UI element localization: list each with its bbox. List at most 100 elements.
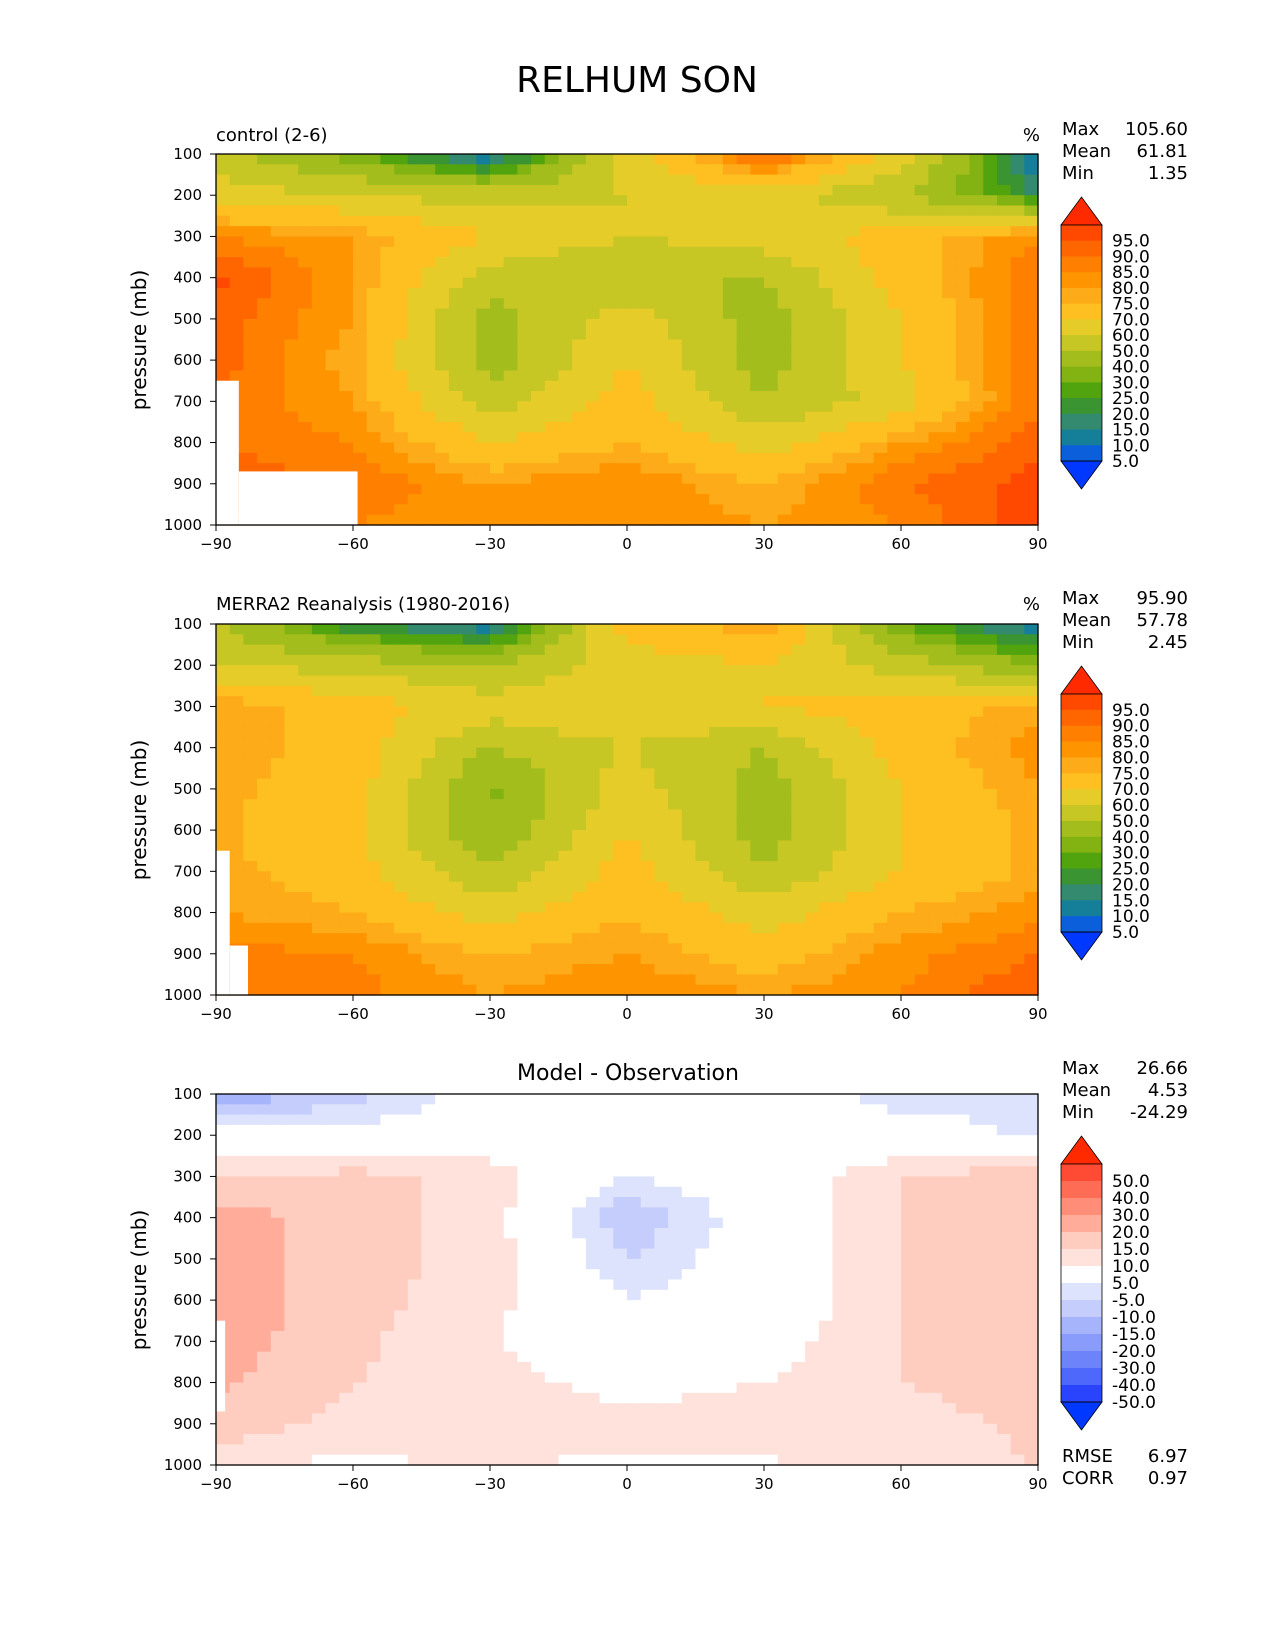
- heatmap-cell: [914, 984, 929, 996]
- heatmap-cell: [216, 778, 231, 790]
- heatmap-cell: [435, 675, 450, 687]
- heatmap-cell: [859, 953, 875, 965]
- heatmap-cell: [435, 624, 450, 635]
- heatmap-cell: [627, 984, 642, 996]
- heatmap-cell: [531, 912, 546, 924]
- heatmap-cell: [736, 984, 751, 996]
- heatmap-cell: [859, 1114, 875, 1126]
- heatmap-cell: [887, 696, 902, 708]
- heatmap-cell: [311, 308, 327, 320]
- heatmap-cell: [859, 246, 875, 258]
- heatmap-cell: [750, 912, 765, 924]
- heatmap-cell: [832, 871, 847, 883]
- heatmap-cell: [448, 215, 464, 227]
- heatmap-cell: [1010, 195, 1025, 207]
- heatmap-cell: [339, 984, 354, 996]
- heatmap-cell: [818, 624, 834, 635]
- heatmap-cell: [750, 778, 765, 790]
- heatmap-cell: [448, 483, 464, 495]
- heatmap-cell: [380, 830, 395, 842]
- heatmap-cell: [339, 236, 354, 248]
- heatmap-cell: [668, 1124, 683, 1136]
- heatmap-cell: [983, 226, 998, 238]
- heatmap-cell: [462, 654, 477, 666]
- heatmap-cell: [996, 442, 1012, 454]
- heatmap-cell: [284, 716, 299, 728]
- heatmap-cell: [873, 1166, 888, 1178]
- heatmap-cell: [503, 654, 518, 666]
- heatmap-cell: [435, 819, 450, 831]
- heatmap-cell: [407, 1114, 423, 1126]
- heatmap-cell: [462, 287, 477, 299]
- heatmap-cell: [736, 1094, 751, 1105]
- heatmap-cell: [928, 246, 943, 258]
- heatmap-cell: [558, 1094, 573, 1105]
- heatmap-cell: [736, 421, 751, 433]
- heatmap-cell: [585, 922, 601, 934]
- heatmap-cell: [654, 1145, 669, 1157]
- heatmap-cell: [311, 1104, 327, 1116]
- heatmap-cell: [380, 768, 395, 780]
- heatmap-cell: [558, 891, 573, 903]
- heatmap-cell: [764, 329, 779, 341]
- heatmap-cell: [298, 871, 313, 883]
- heatmap-cell: [1010, 267, 1025, 279]
- heatmap-cell: [407, 933, 423, 945]
- heatmap-cell: [544, 984, 560, 996]
- heatmap-cell: [996, 727, 1012, 738]
- heatmap-cell: [627, 757, 642, 769]
- heatmap-cell: [668, 850, 683, 862]
- x-tick-label: −30: [474, 535, 506, 553]
- heatmap-cell: [777, 1124, 792, 1136]
- heatmap-cell: [1010, 1124, 1025, 1136]
- heatmap-cell: [1010, 675, 1025, 687]
- heatmap-cell: [421, 665, 436, 677]
- heatmap-cell: [216, 654, 231, 666]
- heatmap-cell: [257, 933, 272, 945]
- heatmap-cell: [996, 226, 1012, 238]
- heatmap-cell: [805, 778, 820, 790]
- heatmap-cell: [380, 380, 395, 392]
- heatmap-cell: [339, 757, 354, 769]
- heatmap-cell: [1010, 757, 1025, 769]
- heatmap-cell: [681, 421, 697, 433]
- heatmap-cell: [832, 964, 847, 975]
- heatmap-cell: [928, 891, 943, 903]
- heatmap-cell: [846, 747, 861, 759]
- heatmap-cell: [818, 881, 834, 893]
- heatmap-cell: [531, 380, 546, 392]
- heatmap-cell: [654, 391, 669, 402]
- heatmap-cell: [257, 830, 272, 842]
- heatmap-cell: [668, 902, 683, 914]
- heatmap-cell: [709, 421, 724, 433]
- heatmap-cell: [531, 830, 546, 842]
- heatmap-cell: [722, 706, 738, 718]
- heatmap-cell: [627, 624, 642, 635]
- heatmap-cell: [216, 308, 231, 320]
- heatmap-cell: [243, 809, 258, 821]
- heatmap-cell: [681, 205, 697, 217]
- heatmap-cell: [983, 696, 998, 708]
- heatmap-cell: [901, 432, 916, 444]
- heatmap-cell: [380, 246, 395, 258]
- heatmap-cell: [901, 360, 916, 372]
- heatmap-cell: [832, 1155, 847, 1167]
- heatmap-cell: [914, 184, 929, 196]
- heatmap-cell: [818, 514, 834, 526]
- heatmap-cell: [887, 257, 902, 268]
- heatmap-cell: [996, 778, 1012, 790]
- heatmap-cell: [928, 964, 943, 975]
- heatmap-cell: [914, 850, 929, 862]
- heatmap-cell: [572, 1135, 587, 1147]
- heatmap-cell: [448, 953, 464, 965]
- heatmap-cell: [1024, 287, 1039, 299]
- heatmap-cell: [640, 912, 655, 924]
- heatmap-cell: [805, 452, 820, 464]
- heatmap-cell: [585, 287, 601, 299]
- heatmap-cell: [448, 696, 464, 708]
- heatmap-cell: [832, 360, 847, 372]
- heatmap-cell: [517, 308, 532, 320]
- heatmap-cell: [531, 654, 546, 666]
- heatmap-cell: [380, 974, 395, 986]
- heatmap-cell: [435, 933, 450, 945]
